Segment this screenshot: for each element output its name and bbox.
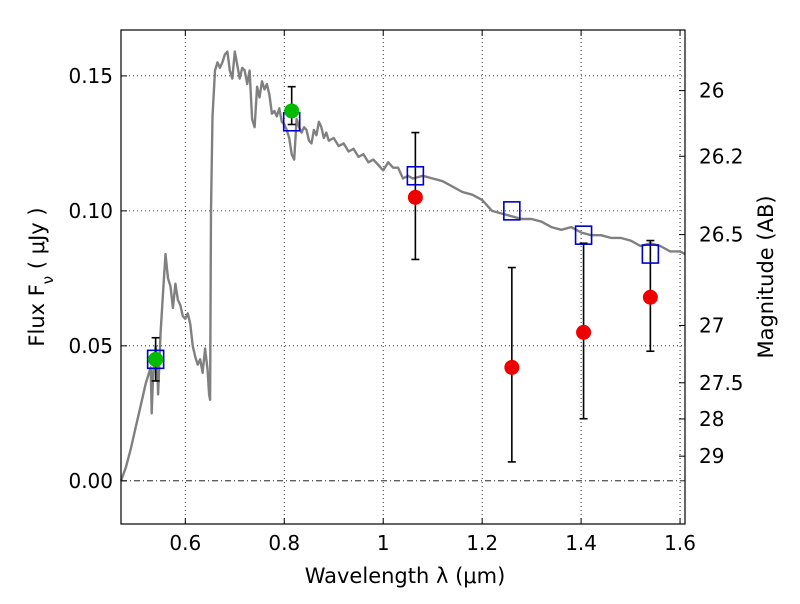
mag-tick-label: 27 [699,313,724,337]
model-spectrum-layer [119,50,686,482]
model-spectrum-line [119,50,686,482]
model-photometry-square [641,244,660,264]
model-photometry-layer [146,111,660,370]
model-photometry-square [503,201,521,221]
x-tick-label: 0.8 [268,531,300,555]
model-photometry-square [146,349,165,370]
model-photometry-square [574,225,593,245]
x-axis: 0.6 0.8 1 1.2 1.4 1.6 [169,30,696,555]
model-photometry-square [406,165,425,186]
x-tick-label: 1.6 [664,531,696,555]
mag-tick-label: 26 [699,79,724,103]
mag-tick-label: 27.5 [699,371,744,395]
mag-tick-label: 26.5 [699,223,744,247]
x-tick-label: 1 [377,531,390,555]
magnitude-axis: 26 26.2 26.5 27 27.5 28 29 [679,79,744,468]
x-tick-label: 1.4 [565,531,597,555]
data-points-layer [148,103,658,375]
y-tick-label: 0.15 [68,64,113,88]
detection-point [148,351,164,367]
mag-tick-label: 28 [699,407,724,431]
y-tick-label: 0.00 [68,469,113,493]
x-tick-label: 0.6 [169,531,201,555]
measurement-point [504,359,520,375]
detection-point [284,103,300,119]
measurement-point [407,189,423,205]
measurement-point [642,289,658,305]
plot-frame [120,29,686,525]
y-axis: 0.00 0.05 0.10 0.15 [68,64,127,493]
mag-tick-label: 29 [699,444,724,468]
y-tick-label: 0.10 [68,199,113,223]
grid [121,30,685,524]
errorbar-layer [151,85,655,463]
x-axis-label: Wavelength λ (μm) [305,564,506,588]
y2-axis-label: Magnitude (AB) [754,195,778,358]
y-axis-label: Flux Fν ( μJy ) [25,207,57,346]
measurement-point [576,324,592,340]
mag-tick-label: 26.2 [699,144,744,168]
x-tick-label: 1.2 [466,531,498,555]
y-tick-label: 0.05 [68,334,113,358]
